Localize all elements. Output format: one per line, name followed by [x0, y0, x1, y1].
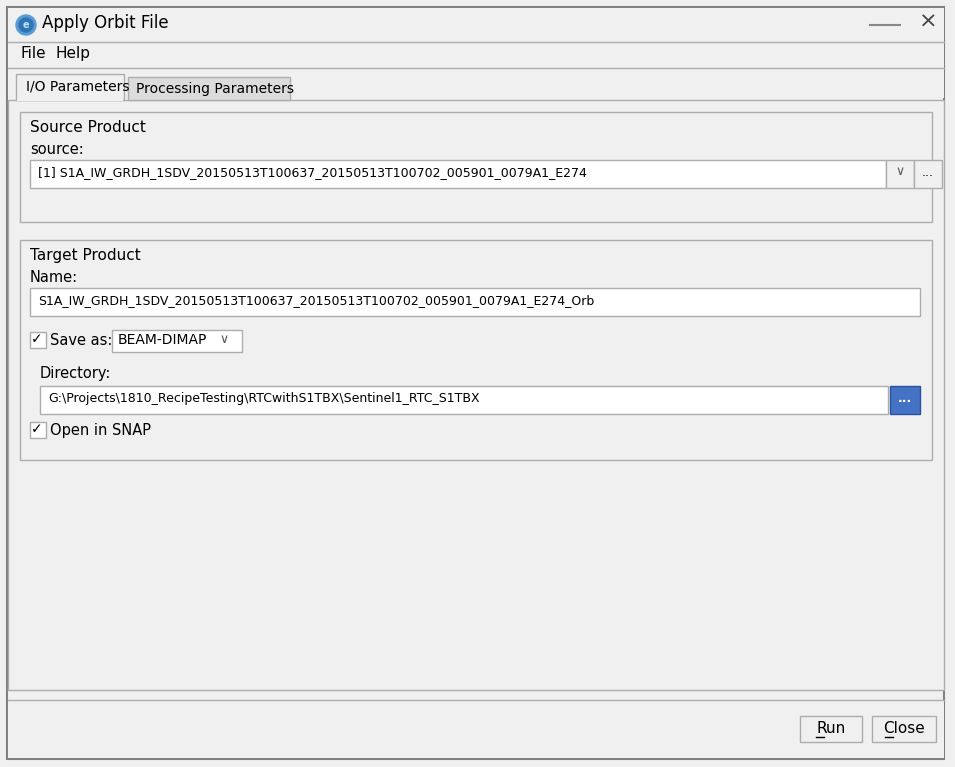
Bar — [8, 700, 944, 758]
Text: ✓: ✓ — [31, 332, 43, 346]
Text: ×: × — [919, 12, 937, 32]
Bar — [30, 160, 886, 188]
Bar — [16, 74, 124, 100]
Text: ✓: ✓ — [31, 422, 43, 436]
Bar — [112, 330, 242, 352]
Text: G:\Projects\1810_RecipeTesting\RTCwithS1TBX\Sentinel1_RTC_S1TBX: G:\Projects\1810_RecipeTesting\RTCwithS1… — [48, 392, 479, 405]
Text: ∨: ∨ — [896, 165, 904, 178]
Text: ...: ... — [922, 166, 934, 179]
Bar — [8, 100, 944, 690]
Text: I/O Parameters: I/O Parameters — [26, 80, 130, 94]
Text: Source Product: Source Product — [30, 120, 146, 135]
Bar — [20, 112, 932, 222]
Text: Open in SNAP: Open in SNAP — [50, 423, 151, 438]
Text: File: File — [20, 46, 46, 61]
Bar — [128, 77, 290, 100]
Text: BEAM-DIMAP: BEAM-DIMAP — [118, 333, 207, 347]
Bar — [8, 42, 944, 68]
Bar — [890, 386, 920, 414]
Text: Help: Help — [55, 46, 90, 61]
Text: Run: Run — [817, 721, 845, 736]
Bar — [30, 422, 46, 438]
Bar — [8, 8, 944, 42]
Bar — [800, 716, 862, 742]
Text: Close: Close — [883, 721, 924, 736]
Bar — [40, 386, 888, 414]
Bar — [20, 240, 932, 460]
Bar — [17, 99, 123, 101]
Text: Apply Orbit File: Apply Orbit File — [42, 14, 169, 32]
Text: Directory:: Directory: — [40, 366, 112, 381]
Text: e: e — [23, 20, 30, 30]
Text: Name:: Name: — [30, 270, 78, 285]
Bar — [30, 332, 46, 348]
Bar — [8, 68, 944, 98]
Text: source:: source: — [30, 142, 84, 157]
Text: Target Product: Target Product — [30, 248, 140, 263]
Text: ...: ... — [898, 392, 912, 405]
Text: Save as:: Save as: — [50, 333, 113, 348]
Text: [1] S1A_IW_GRDH_1SDV_20150513T100637_20150513T100702_005901_0079A1_E274: [1] S1A_IW_GRDH_1SDV_20150513T100637_201… — [38, 166, 587, 179]
Text: ∨: ∨ — [220, 333, 228, 346]
Bar — [914, 160, 942, 188]
Circle shape — [16, 15, 36, 35]
Bar — [886, 160, 914, 188]
Bar — [872, 716, 936, 742]
Text: S1A_IW_GRDH_1SDV_20150513T100637_20150513T100702_005901_0079A1_E274_Orb: S1A_IW_GRDH_1SDV_20150513T100637_2015051… — [38, 294, 594, 307]
Text: Processing Parameters: Processing Parameters — [136, 82, 294, 96]
Bar — [30, 288, 920, 316]
Circle shape — [19, 18, 33, 32]
